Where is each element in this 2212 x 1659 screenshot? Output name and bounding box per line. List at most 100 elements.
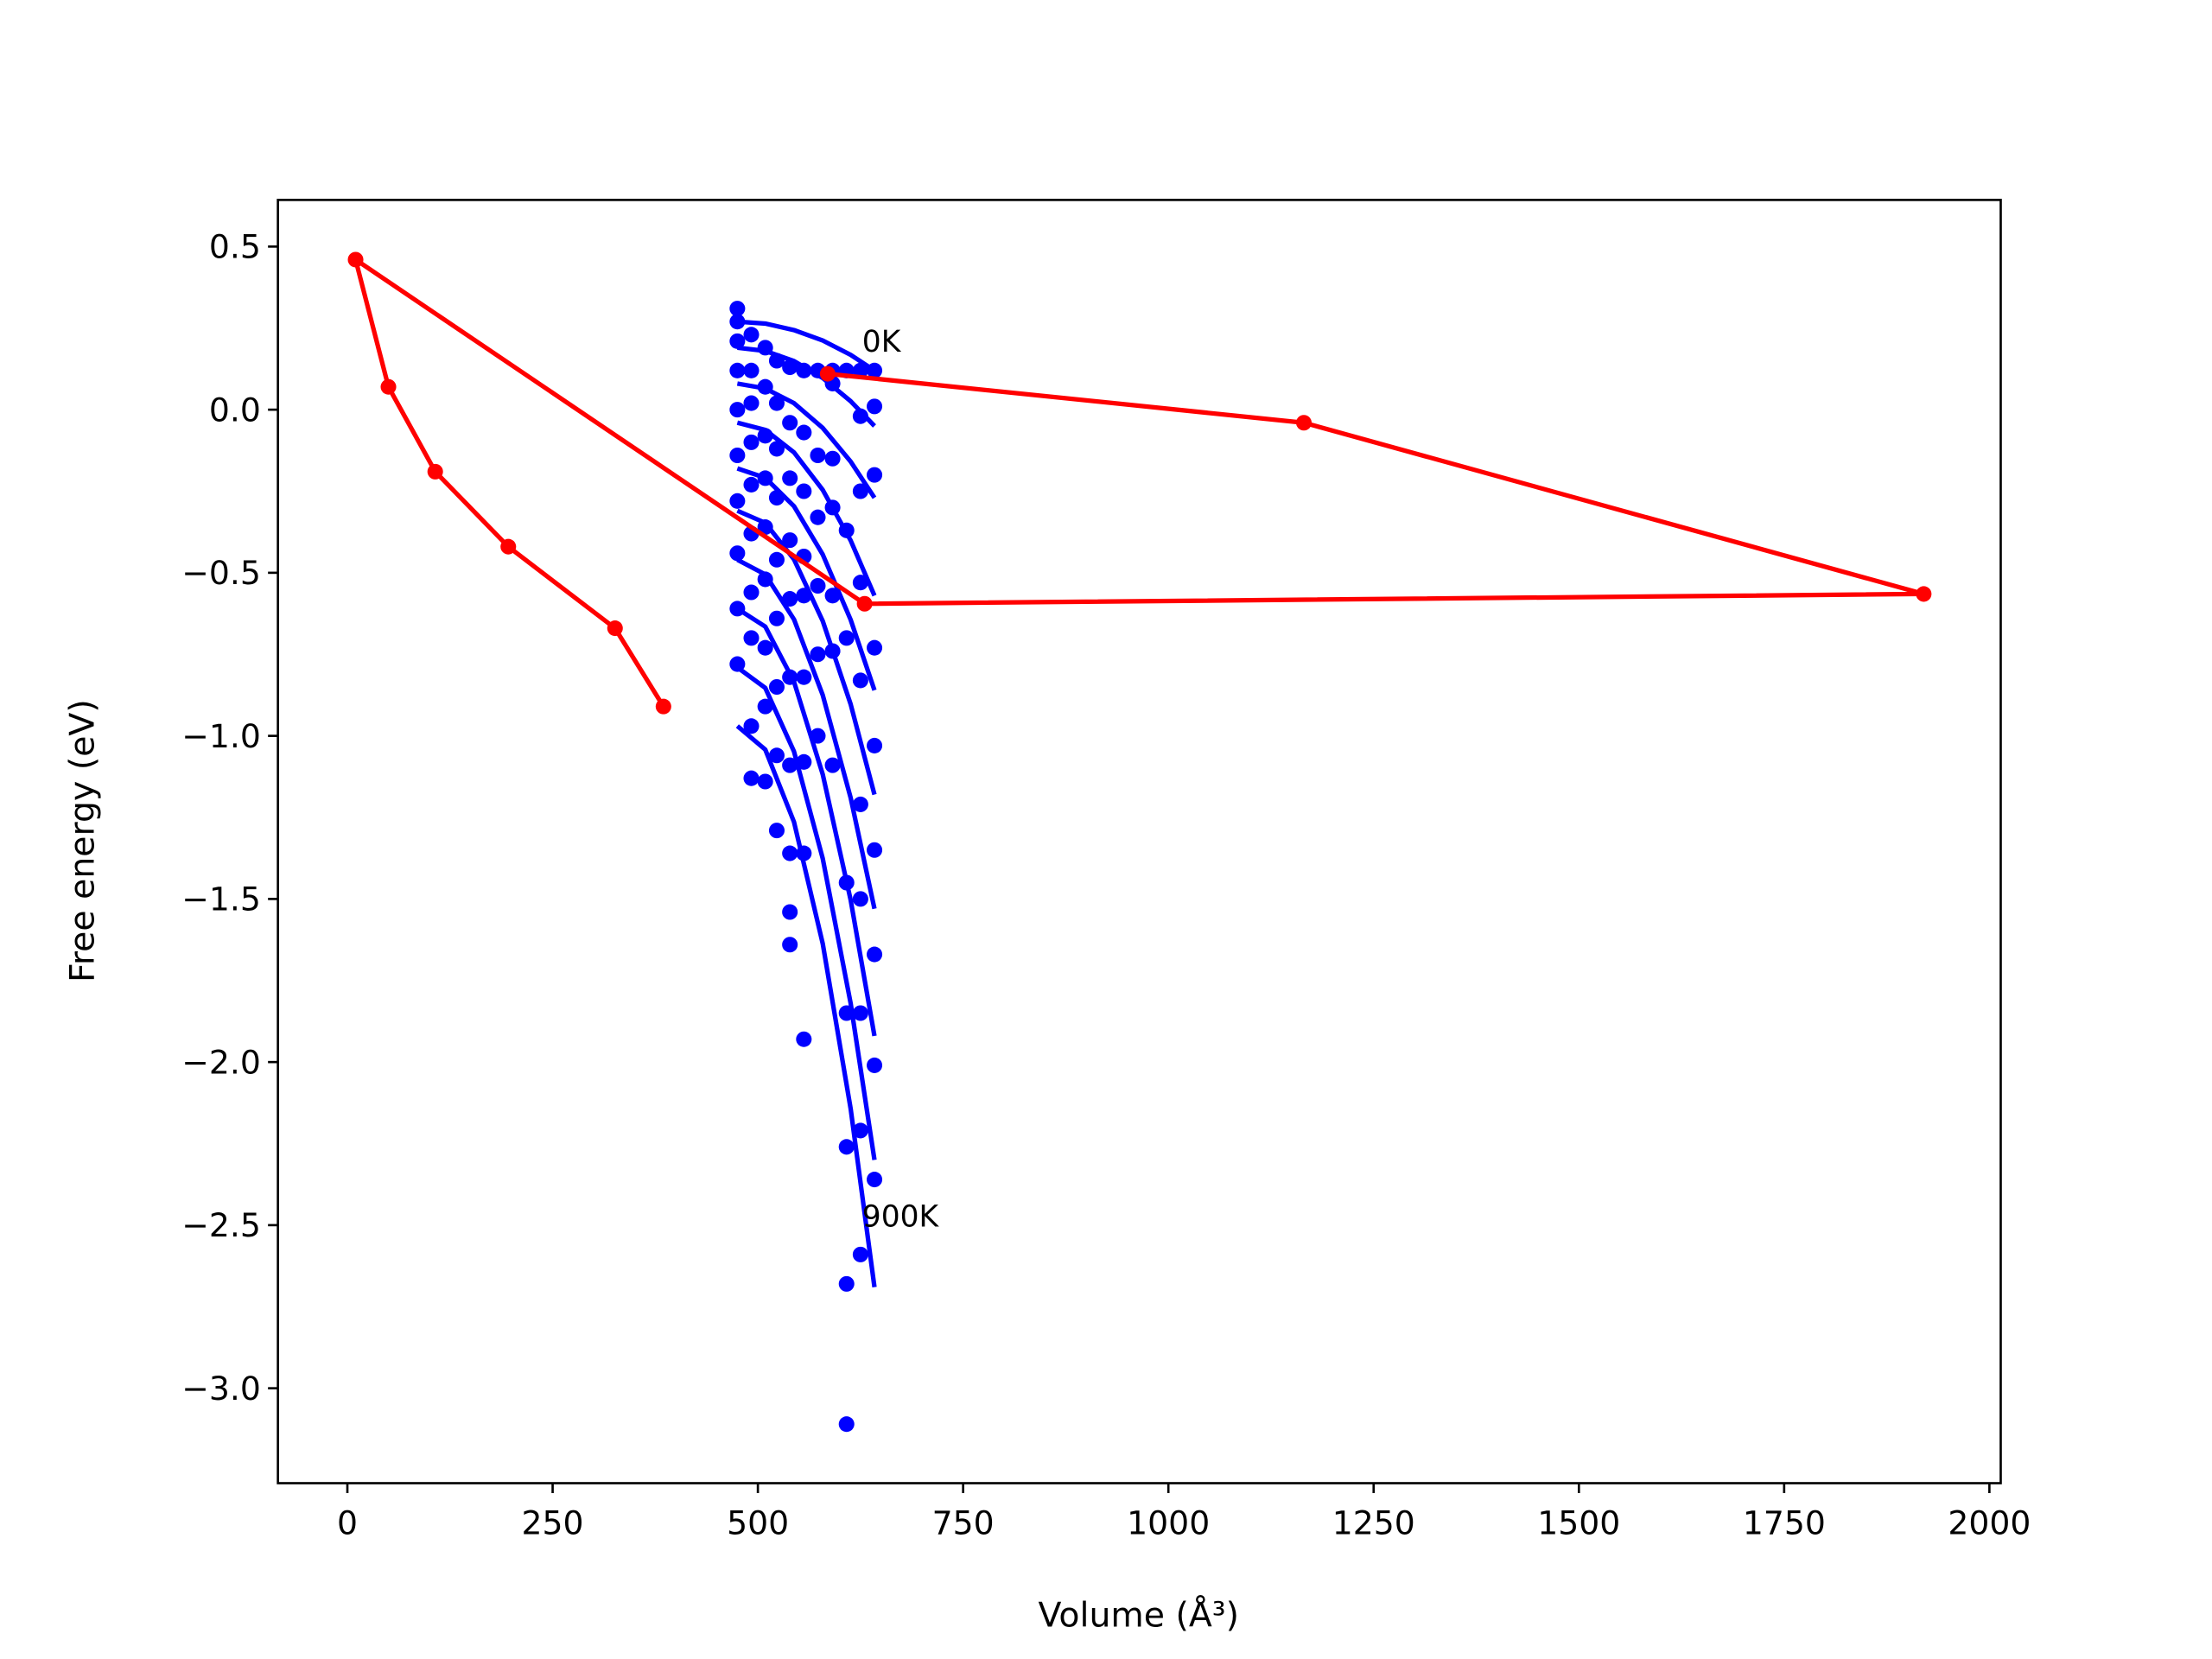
data-point xyxy=(768,747,785,764)
annotation: 900K xyxy=(862,1200,940,1235)
y-tick-label: −1.0 xyxy=(181,717,261,755)
data-point xyxy=(852,891,868,907)
data-point xyxy=(782,532,798,549)
data-point xyxy=(852,1246,868,1262)
data-point xyxy=(782,470,798,486)
y-tick-label: −3.0 xyxy=(181,1370,261,1408)
data-point xyxy=(856,595,873,612)
data-point xyxy=(867,946,883,963)
data-point xyxy=(380,378,397,395)
data-point xyxy=(607,620,623,637)
series-line xyxy=(735,665,877,1160)
x-tick-label: 1000 xyxy=(1127,1504,1210,1542)
x-tick-label: 1750 xyxy=(1743,1504,1826,1542)
series-line xyxy=(735,724,877,1287)
data-point xyxy=(729,314,746,330)
data-point xyxy=(810,447,826,464)
data-point xyxy=(810,646,826,663)
data-point xyxy=(867,467,883,483)
data-point xyxy=(655,698,671,715)
data-point xyxy=(852,483,868,499)
data-point xyxy=(768,551,785,568)
data-point xyxy=(824,450,841,467)
data-point xyxy=(768,823,785,839)
x-tick-label: 250 xyxy=(522,1504,584,1542)
series-line xyxy=(353,257,1926,709)
y-tick-label: −1.5 xyxy=(181,880,261,918)
data-point xyxy=(768,395,785,411)
data-point xyxy=(782,937,798,953)
series-line xyxy=(736,466,877,691)
series-line xyxy=(736,420,877,597)
annotation: 0K xyxy=(862,325,902,359)
y-tick-label: 0.5 xyxy=(209,227,261,265)
data-point xyxy=(852,1005,868,1021)
data-point xyxy=(867,1172,883,1188)
data-point xyxy=(729,333,746,349)
x-tick-label: 750 xyxy=(932,1504,995,1542)
data-point xyxy=(796,669,812,685)
data-point xyxy=(743,584,760,601)
x-tick-label: 1250 xyxy=(1332,1504,1415,1542)
data-point xyxy=(819,365,836,382)
data-point xyxy=(729,447,746,464)
data-point xyxy=(810,577,826,594)
data-point xyxy=(743,327,760,343)
data-point xyxy=(824,757,841,773)
series-line xyxy=(735,607,877,1037)
data-point xyxy=(347,251,364,268)
data-point xyxy=(729,402,746,418)
data-point xyxy=(867,639,883,656)
data-point xyxy=(782,415,798,431)
data-point xyxy=(768,610,785,626)
axes-frame xyxy=(276,199,2002,1484)
series-line xyxy=(736,508,877,796)
data-point xyxy=(768,678,785,696)
data-point xyxy=(743,362,760,378)
data-point xyxy=(852,362,868,378)
data-point xyxy=(796,483,812,499)
series-line xyxy=(736,381,877,499)
data-point xyxy=(852,672,868,689)
data-point xyxy=(838,1416,855,1433)
y-tick-label: −0.5 xyxy=(181,554,261,592)
x-tick-label: 0 xyxy=(337,1504,358,1542)
data-point xyxy=(1295,415,1313,431)
data-point xyxy=(867,1057,883,1073)
x-tick-label: 500 xyxy=(727,1504,789,1542)
data-point xyxy=(1916,586,1932,602)
data-point xyxy=(743,434,760,450)
data-point xyxy=(729,545,746,562)
data-point xyxy=(757,698,773,715)
data-point xyxy=(782,904,798,920)
data-point xyxy=(852,796,868,812)
series-line xyxy=(737,345,876,428)
y-tick-label: −2.5 xyxy=(181,1206,261,1244)
data-point xyxy=(782,757,798,773)
x-tick-label: 2000 xyxy=(1948,1504,2031,1542)
series-line xyxy=(737,319,876,373)
data-point xyxy=(782,845,798,861)
data-point xyxy=(838,1139,855,1155)
data-point xyxy=(768,441,785,457)
data-point xyxy=(427,463,443,480)
x-axis-label: Volume (Å³) xyxy=(1039,1594,1239,1635)
x-tick-label: 1500 xyxy=(1537,1504,1620,1542)
data-point xyxy=(729,493,746,509)
data-point xyxy=(757,639,773,656)
data-point xyxy=(743,395,760,411)
data-point xyxy=(743,718,760,734)
data-point xyxy=(867,737,883,753)
data-point xyxy=(852,1122,868,1139)
data-point xyxy=(867,398,883,415)
data-point xyxy=(743,630,760,646)
data-point xyxy=(796,424,812,441)
y-axis-label: Free energy (eV) xyxy=(62,699,102,982)
plot-area xyxy=(347,251,1932,1433)
data-point xyxy=(838,1275,855,1292)
data-point xyxy=(500,538,517,555)
y-tick-label: −2.0 xyxy=(181,1043,261,1081)
